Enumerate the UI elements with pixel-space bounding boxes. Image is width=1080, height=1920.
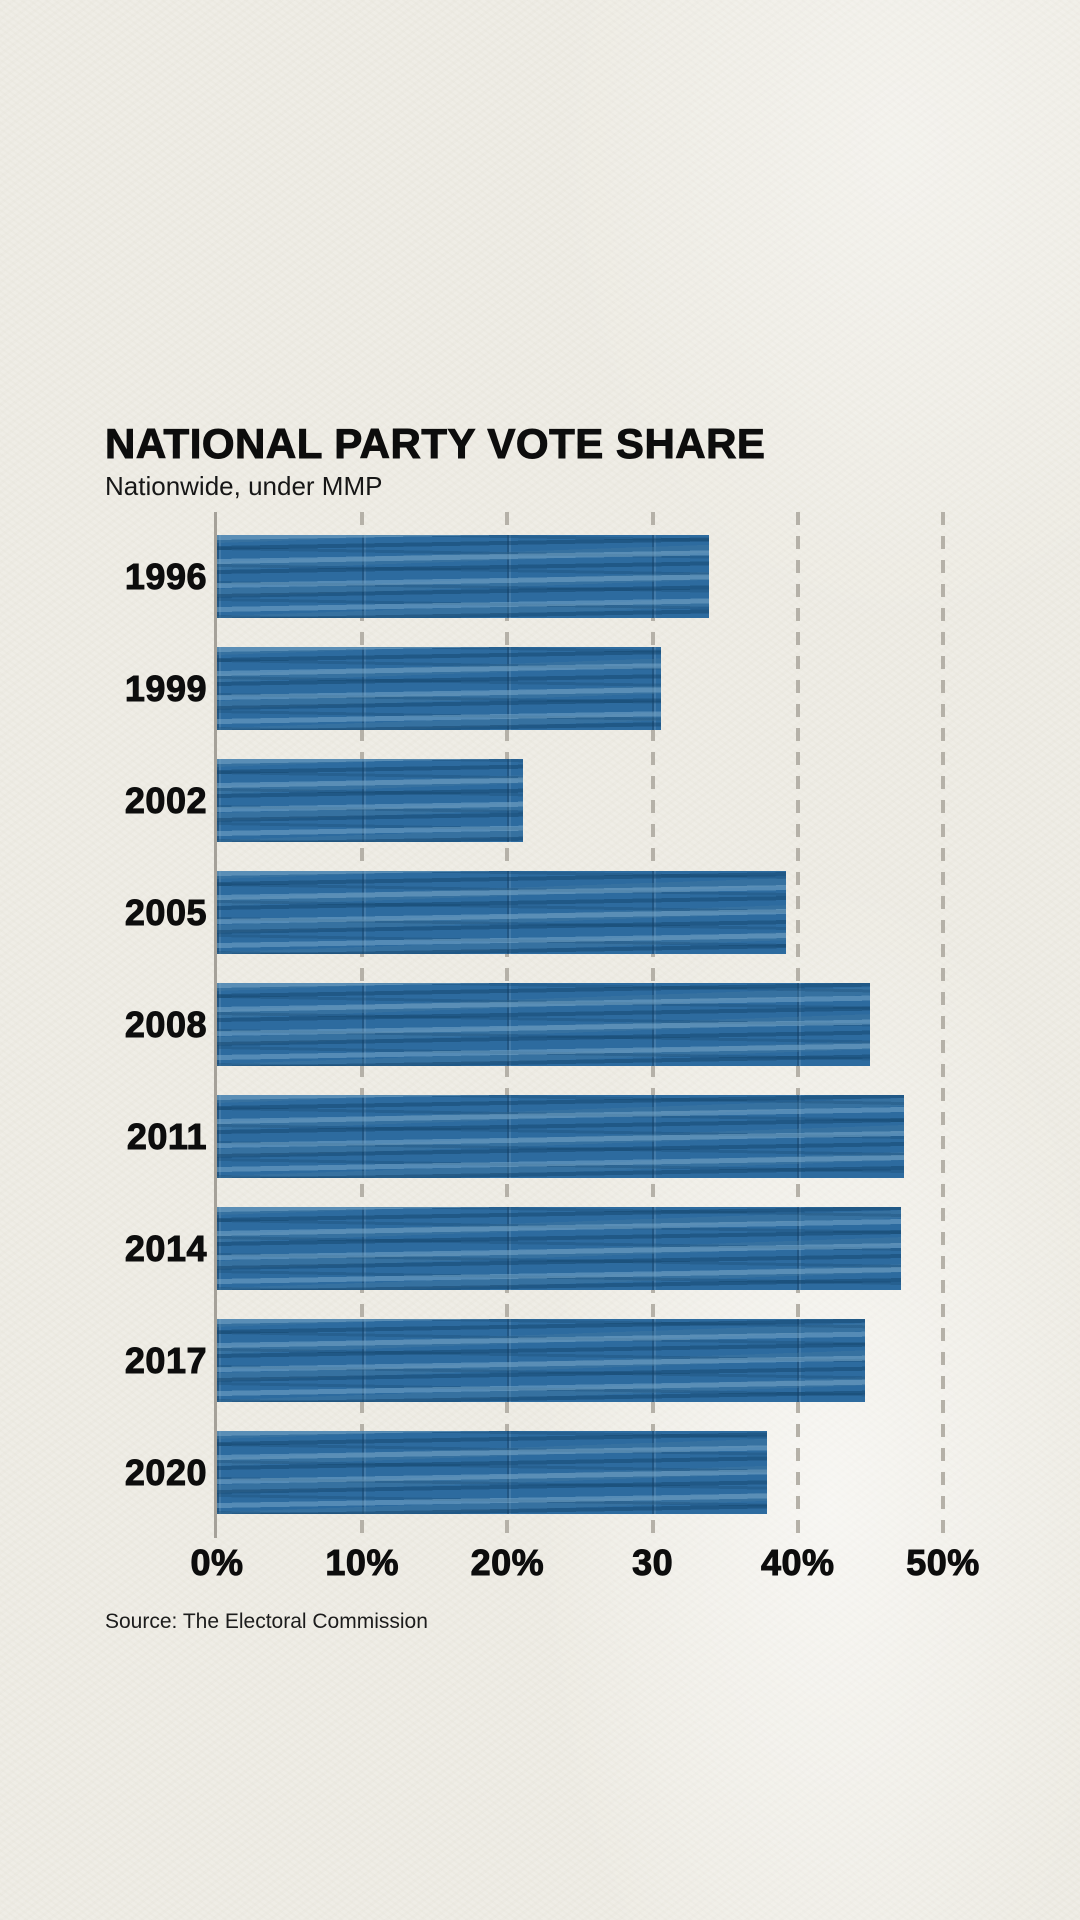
bar-1999 [217, 647, 661, 730]
x-tick-label-10: 10% [325, 1542, 399, 1584]
source-note: Source: The Electoral Commission [105, 1610, 428, 1633]
year-label-2011: 2011 [126, 1115, 207, 1157]
bar-2002 [217, 759, 523, 842]
gridline-50pct [941, 512, 945, 1538]
year-label-2014: 2014 [124, 1227, 207, 1269]
year-label-1996: 1996 [124, 555, 207, 597]
bar-2014 [217, 1207, 901, 1290]
x-tick-label-50: 50% [906, 1542, 980, 1584]
year-label-2017: 2017 [124, 1339, 207, 1381]
bar-2017 [217, 1319, 865, 1402]
bar-2005 [217, 871, 786, 954]
x-tick-label-0: 0% [190, 1542, 244, 1584]
year-label-2020: 2020 [124, 1451, 207, 1493]
year-label-2005: 2005 [124, 891, 207, 933]
bar-2011 [217, 1095, 904, 1178]
bar-2020 [217, 1431, 767, 1514]
x-tick-label-20: 20% [470, 1542, 545, 1584]
bar-1996 [217, 535, 709, 618]
year-label-2002: 2002 [124, 779, 207, 821]
year-label-1999: 1999 [124, 667, 207, 709]
chart-subtitle: Nationwide, under MMP [105, 471, 383, 501]
bar-2008 [217, 983, 870, 1066]
year-label-2008: 2008 [124, 1003, 207, 1045]
x-tick-label-30: 30 [632, 1542, 674, 1584]
x-tick-label-40: 40% [761, 1542, 835, 1584]
chart-title: NATIONAL PARTY VOTE SHARE [104, 420, 766, 468]
